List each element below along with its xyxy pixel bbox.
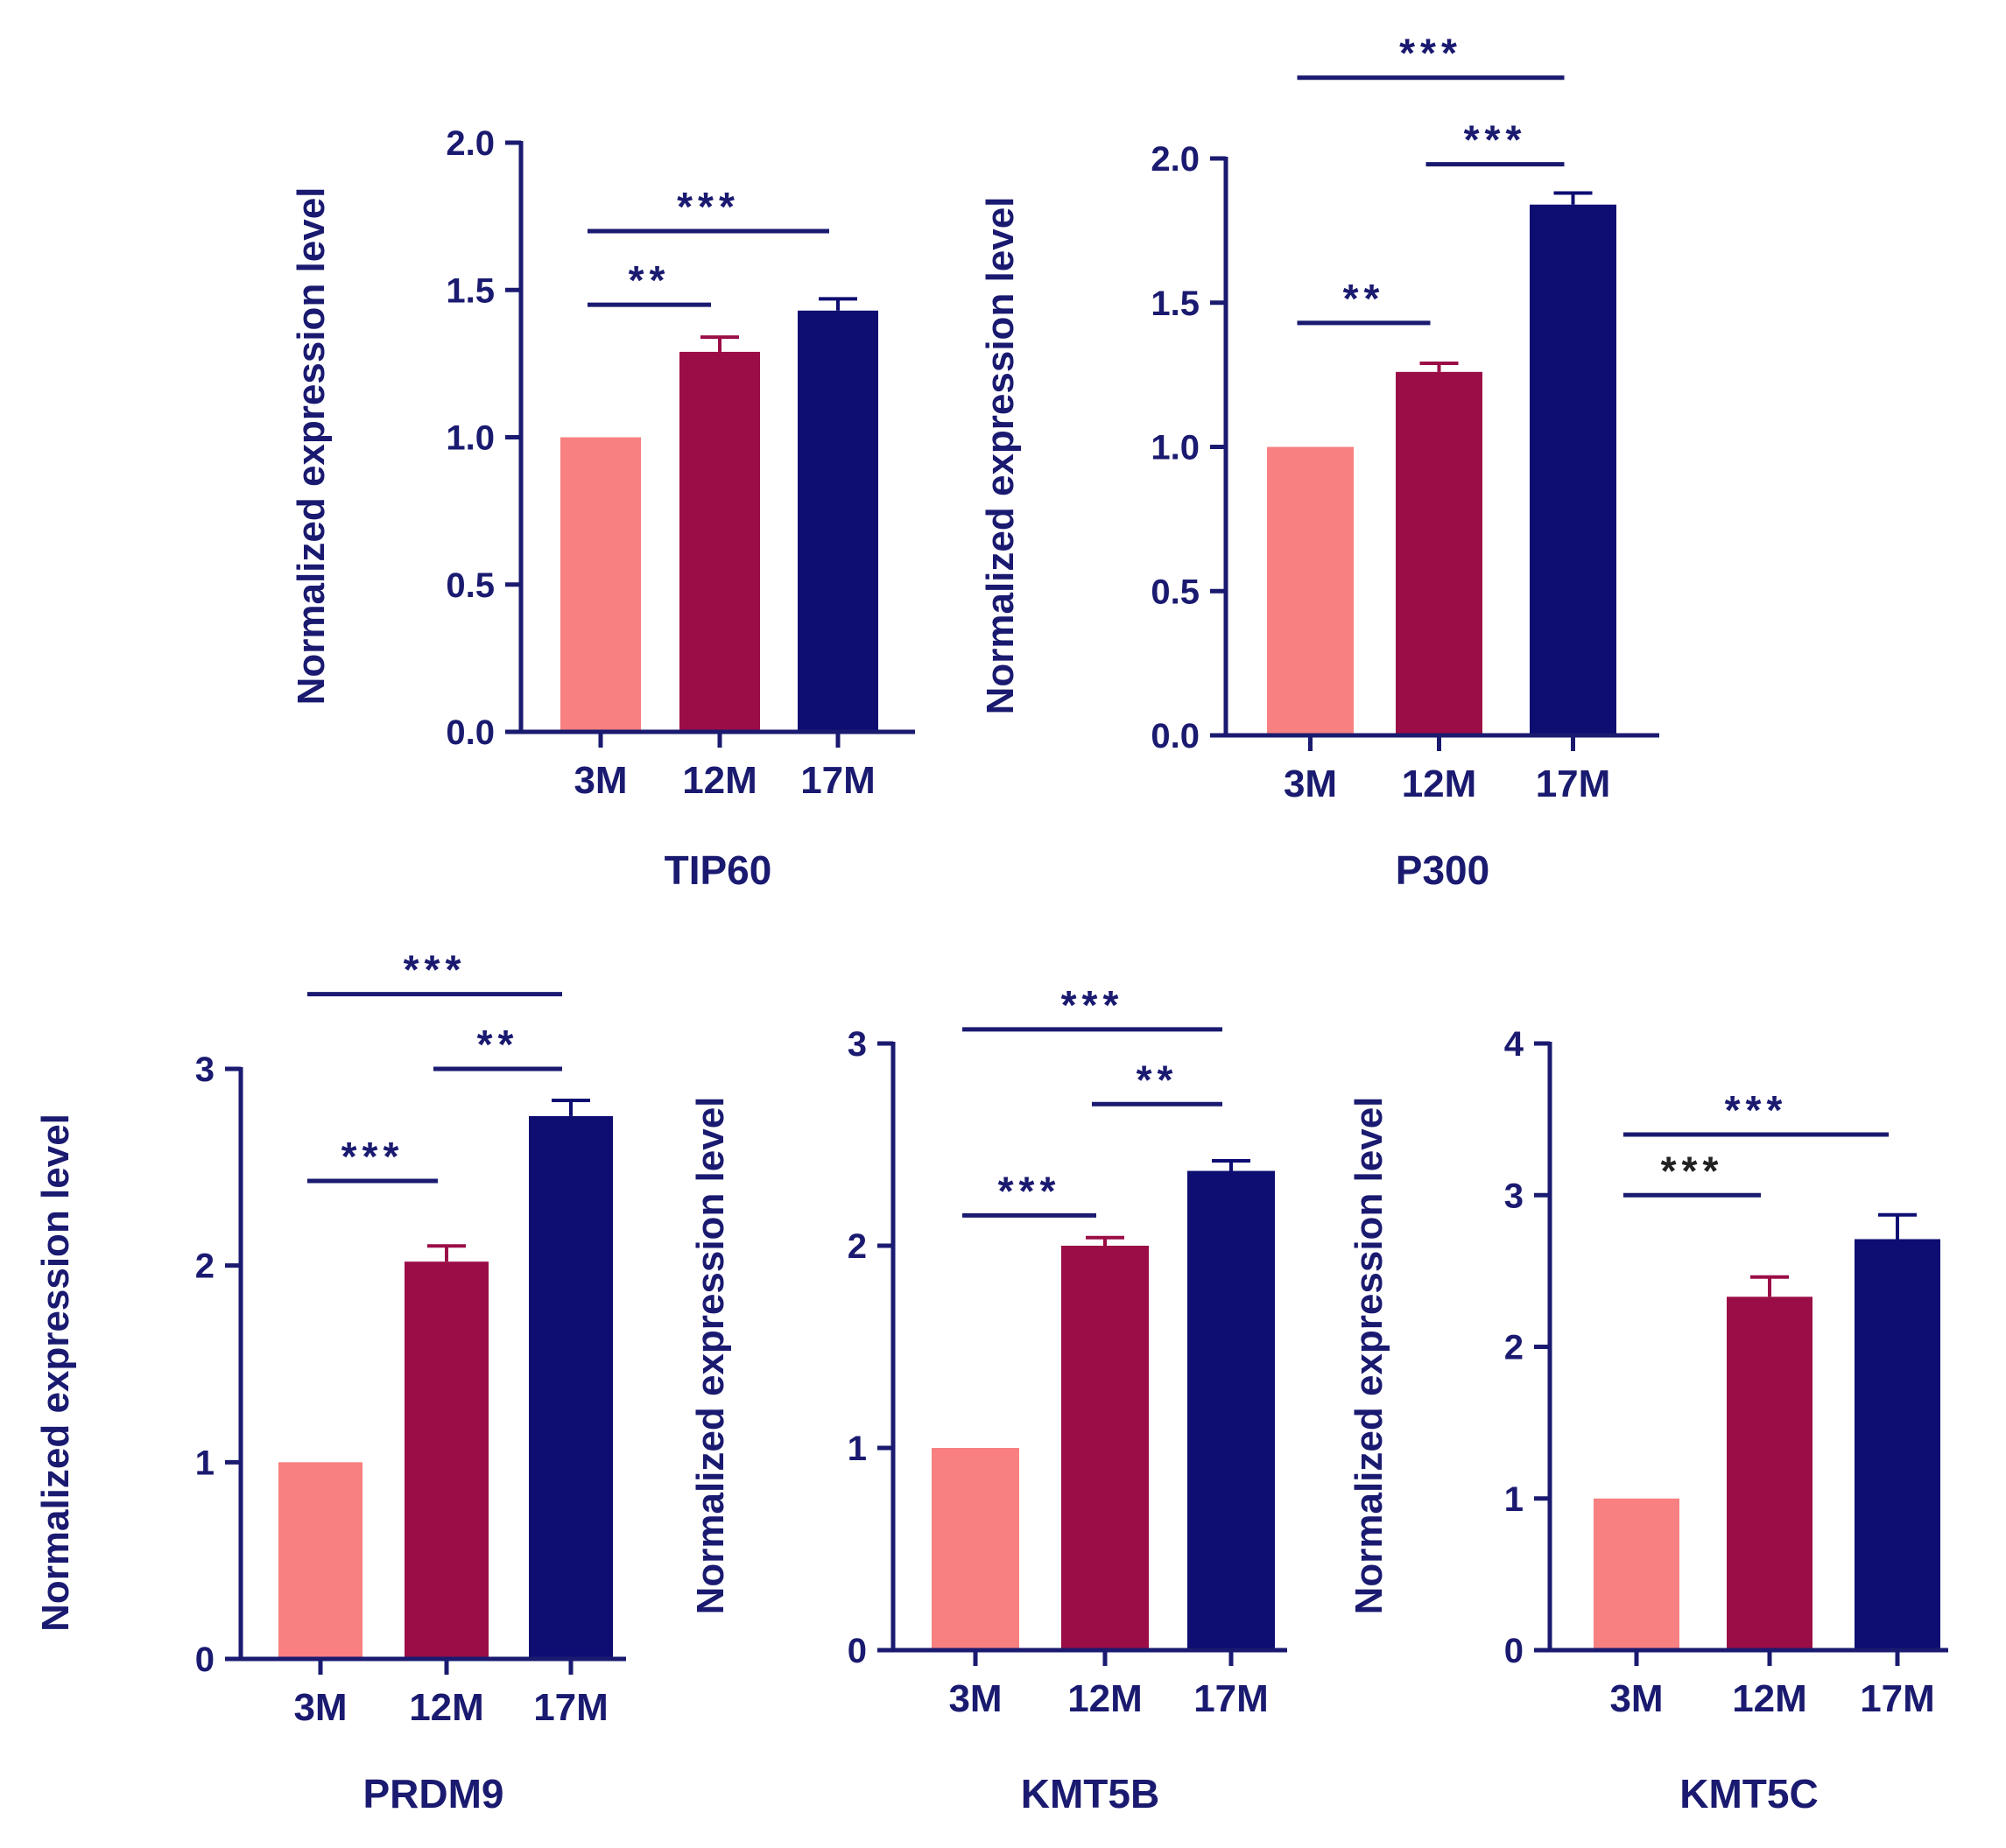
y-tick-label: 0.5 bbox=[1151, 573, 1200, 611]
y-axis-label: Normalized expression level bbox=[689, 1097, 732, 1615]
significance-label: *** bbox=[1725, 1087, 1788, 1133]
significance-label: *** bbox=[404, 947, 467, 993]
x-tick-label-17m: 17M bbox=[800, 759, 876, 802]
y-tick-label: 0.0 bbox=[446, 713, 495, 752]
y-tick-label: 3 bbox=[195, 1050, 215, 1089]
y-tick-label: 1 bbox=[1504, 1480, 1524, 1519]
significance-label: *** bbox=[1464, 117, 1527, 163]
bar-17m bbox=[798, 310, 878, 732]
chart-panel-kmt5c: 0 1 2 3 4 3M 12M 17M KMT5C Normalized expression … bbox=[1348, 1025, 1948, 1816]
chart-panel-prdm9: 0 1 2 3 3M 12M 17M PRDM9 Normalized expression l… bbox=[34, 947, 626, 1816]
bar-12m bbox=[1396, 371, 1482, 735]
significance-label: *** bbox=[677, 184, 740, 229]
significance-label: *** bbox=[1061, 982, 1124, 1028]
significance-label: *** bbox=[1399, 31, 1462, 76]
y-tick-label: 2 bbox=[848, 1227, 867, 1266]
y-axis-label: Normalized expression level bbox=[290, 187, 333, 706]
chart-title: KMT5B bbox=[1021, 1771, 1159, 1816]
y-axis-label: Normalized expression level bbox=[34, 1114, 77, 1632]
x-tick-label-12m: 12M bbox=[1067, 1677, 1143, 1720]
bar-17m bbox=[1530, 204, 1616, 736]
chart-panel-kmt5b: 0 1 2 3 3M 12M 17M KMT5B Normalized expression l… bbox=[689, 982, 1287, 1816]
significance-label: ** bbox=[1137, 1057, 1179, 1102]
bar-12m bbox=[1061, 1246, 1149, 1650]
chart-panel-tip60: 0.0 0.5 1.0 1.5 2.0 3M 12M 17M TIP60 Normalized e… bbox=[290, 124, 915, 893]
x-tick-label-12m: 12M bbox=[409, 1686, 484, 1729]
x-tick-label-17m: 17M bbox=[533, 1686, 609, 1729]
y-tick-label: 2.0 bbox=[446, 124, 495, 163]
x-tick-label-12m: 12M bbox=[1732, 1677, 1807, 1720]
y-axis-label: Normalized expression level bbox=[1348, 1097, 1390, 1615]
significance-label: ** bbox=[477, 1022, 519, 1067]
y-tick-label: 1.5 bbox=[1151, 285, 1200, 323]
y-tick-label: 4 bbox=[1504, 1025, 1524, 1064]
bar-3m bbox=[560, 437, 641, 732]
x-tick-label-12m: 12M bbox=[1402, 762, 1477, 805]
y-tick-label: 0 bbox=[195, 1641, 215, 1679]
bar-12m bbox=[679, 351, 760, 732]
y-tick-label: 3 bbox=[1504, 1177, 1524, 1215]
bar-3m bbox=[278, 1462, 362, 1659]
significance-label: ** bbox=[1343, 276, 1385, 321]
significance-label: *** bbox=[341, 1134, 405, 1179]
bar-17m bbox=[529, 1115, 613, 1659]
x-tick-label-17m: 17M bbox=[1860, 1677, 1935, 1720]
bar-3m bbox=[1594, 1498, 1679, 1650]
y-tick-label: 1.0 bbox=[446, 419, 495, 458]
bar-17m bbox=[1855, 1239, 1940, 1650]
y-tick-label: 1.0 bbox=[1151, 429, 1200, 467]
y-tick-label: 1 bbox=[848, 1430, 867, 1468]
bar-17m bbox=[1187, 1170, 1275, 1650]
y-tick-label: 2.0 bbox=[1151, 140, 1200, 179]
x-tick-label-3m: 3M bbox=[1609, 1677, 1663, 1720]
y-tick-label: 0 bbox=[848, 1632, 867, 1670]
significance-label: *** bbox=[1661, 1148, 1724, 1193]
significance-label: ** bbox=[629, 257, 671, 303]
chart-title: TIP60 bbox=[665, 847, 772, 893]
chart-title: KMT5C bbox=[1679, 1771, 1818, 1816]
y-tick-label: 1 bbox=[195, 1444, 215, 1482]
chart-title: P300 bbox=[1396, 847, 1489, 893]
y-tick-label: 2 bbox=[1504, 1329, 1524, 1367]
x-tick-label-3m: 3M bbox=[1284, 762, 1337, 805]
bar-3m bbox=[1267, 446, 1354, 735]
bar-12m bbox=[1727, 1296, 1812, 1650]
bar-12m bbox=[405, 1261, 489, 1659]
y-tick-label: 2 bbox=[195, 1247, 215, 1286]
x-tick-label-3m: 3M bbox=[948, 1677, 1002, 1720]
x-tick-label-17m: 17M bbox=[1193, 1677, 1269, 1720]
bar-3m bbox=[932, 1448, 1019, 1650]
x-tick-label-12m: 12M bbox=[682, 759, 757, 802]
chart-panel-p300: 0.0 0.5 1.0 1.5 2.0 3M 12M 17M P300 Normalized ex… bbox=[979, 31, 1659, 893]
y-tick-label: 0.5 bbox=[446, 566, 495, 605]
y-axis-label: Normalized expression level bbox=[979, 197, 1022, 715]
x-tick-label-3m: 3M bbox=[293, 1686, 347, 1729]
y-tick-label: 1.5 bbox=[446, 271, 495, 310]
y-tick-label: 0.0 bbox=[1151, 717, 1200, 755]
x-tick-label-17m: 17M bbox=[1536, 762, 1611, 805]
significance-label: *** bbox=[998, 1168, 1061, 1213]
y-tick-label: 3 bbox=[848, 1025, 867, 1064]
x-tick-label-3m: 3M bbox=[574, 759, 627, 802]
y-tick-label: 0 bbox=[1504, 1632, 1524, 1670]
chart-title: PRDM9 bbox=[362, 1771, 503, 1816]
